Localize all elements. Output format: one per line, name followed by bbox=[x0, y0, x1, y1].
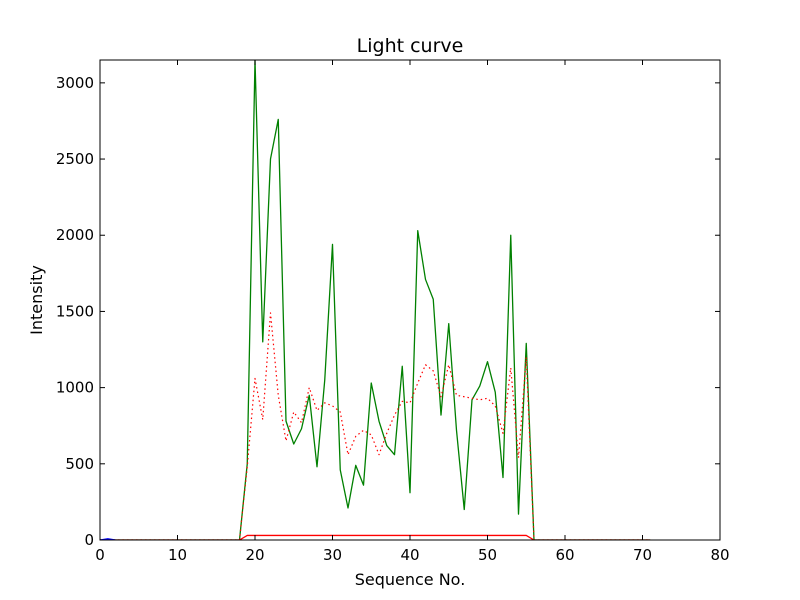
series-red-solid-line bbox=[100, 534, 651, 540]
y-tick-label: 1000 bbox=[56, 379, 94, 397]
y-tick-label: 2500 bbox=[56, 150, 94, 168]
y-tick-label: 2000 bbox=[56, 226, 94, 244]
y-tick-label: 0 bbox=[84, 531, 94, 549]
y-tick-label: 1500 bbox=[56, 302, 94, 320]
series-red-dotted-line bbox=[100, 312, 651, 540]
x-tick-label: 60 bbox=[555, 546, 574, 564]
y-axis-label: Intensity bbox=[27, 265, 46, 335]
series-green-solid-line bbox=[100, 60, 651, 540]
y-axis-ticks: 0 500 1000 1500 2000 2500 3000 bbox=[56, 74, 720, 549]
y-tick-label: 3000 bbox=[56, 74, 94, 92]
x-tick-label: 20 bbox=[245, 546, 264, 564]
x-tick-label: 70 bbox=[633, 546, 652, 564]
x-tick-label: 40 bbox=[400, 546, 419, 564]
x-tick-label: 10 bbox=[168, 546, 187, 564]
x-tick-label: 0 bbox=[95, 546, 105, 564]
x-tick-label: 80 bbox=[710, 546, 729, 564]
axes-frame bbox=[99, 59, 721, 541]
x-axis-ticks: 0 10 20 30 40 50 60 70 80 bbox=[95, 60, 730, 564]
chart-title: Light curve bbox=[357, 35, 464, 57]
x-axis-label: Sequence No. bbox=[355, 570, 466, 589]
y-tick-label: 500 bbox=[65, 455, 94, 473]
series-layer bbox=[100, 60, 651, 540]
x-tick-label: 50 bbox=[478, 546, 497, 564]
x-tick-label: 30 bbox=[323, 546, 342, 564]
